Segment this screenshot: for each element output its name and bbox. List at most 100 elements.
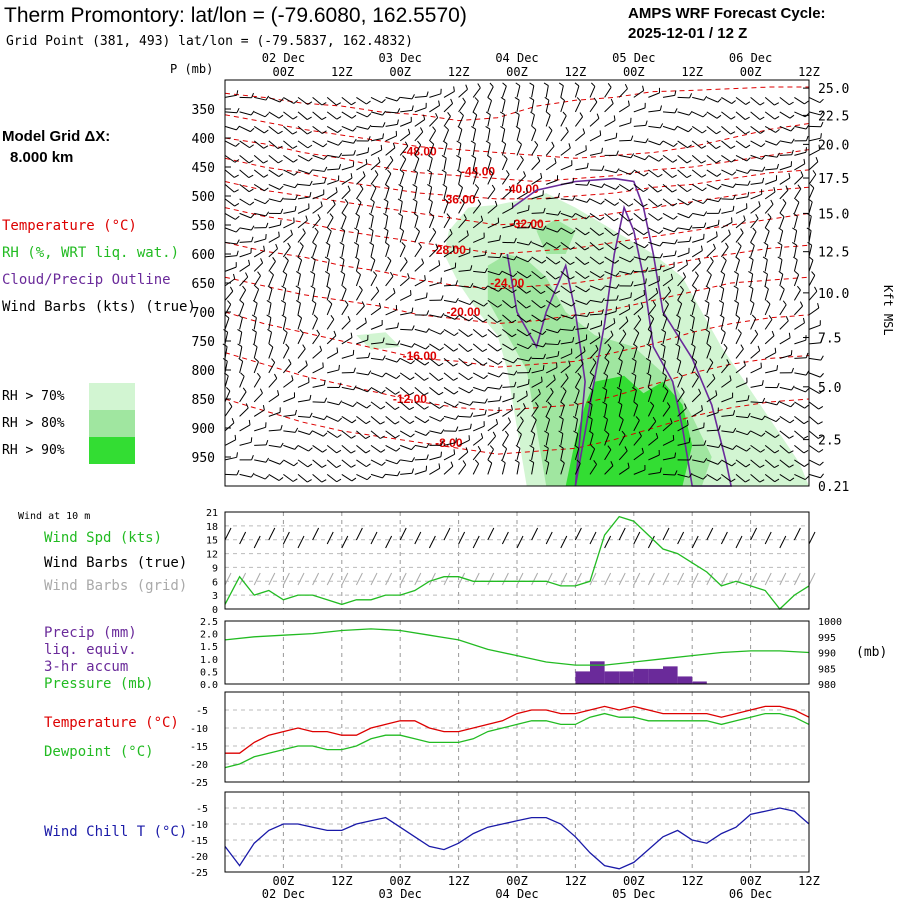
wind-barb bbox=[662, 254, 675, 258]
wind-barb-flag bbox=[441, 155, 447, 159]
wind-barb-flag bbox=[263, 174, 269, 178]
wind-barb bbox=[429, 93, 441, 98]
wind-barb-flag bbox=[306, 116, 312, 120]
wind-barb-flag bbox=[520, 155, 524, 161]
wind-barb bbox=[443, 343, 454, 352]
wind-barb bbox=[385, 372, 397, 380]
wind-barb bbox=[604, 390, 608, 402]
wind-barb bbox=[239, 264, 250, 272]
wind-barb bbox=[370, 357, 383, 361]
wind-barb bbox=[531, 448, 535, 460]
wind-barb-flag bbox=[327, 300, 333, 305]
wind-barb bbox=[370, 201, 375, 214]
wind-barb bbox=[691, 250, 703, 258]
wind-barb bbox=[326, 97, 337, 106]
wind-barb bbox=[721, 96, 732, 105]
wind-barb bbox=[560, 198, 573, 201]
wind-barb bbox=[516, 383, 529, 388]
bottom-time-tick-label: 00Z bbox=[389, 874, 411, 888]
wind-barb bbox=[297, 415, 311, 418]
surface-wind-barb bbox=[808, 531, 816, 545]
wind-barb-flag bbox=[586, 198, 591, 203]
wind-barb bbox=[501, 434, 509, 446]
wind-barb-flag bbox=[238, 357, 243, 362]
wind-barb-flag bbox=[540, 275, 546, 280]
wind-barb-flag bbox=[607, 445, 612, 450]
wind-barb-flag bbox=[305, 215, 308, 221]
surface-wind-barb bbox=[574, 527, 582, 541]
wind-barb-flag bbox=[455, 297, 459, 303]
wind-barb-flag bbox=[495, 418, 499, 425]
wind-barb-flag bbox=[297, 256, 302, 261]
wind-barb bbox=[297, 348, 306, 359]
wind-barb-flag bbox=[278, 114, 284, 119]
grid-wind-barb bbox=[326, 572, 334, 586]
wind-barb bbox=[385, 160, 394, 171]
grid-wind-barb bbox=[501, 572, 509, 586]
wind-barb-flag bbox=[369, 241, 374, 246]
wind-barb bbox=[706, 140, 717, 149]
wind-barb-flag bbox=[657, 189, 663, 193]
wind-barb bbox=[443, 328, 455, 337]
wind-barb bbox=[560, 256, 571, 265]
wind-barb-flag bbox=[720, 270, 725, 275]
wind-barb bbox=[735, 154, 747, 162]
wind-barb-flag bbox=[730, 131, 736, 135]
wind-barb-flag bbox=[294, 194, 298, 200]
wind-barb-flag bbox=[788, 332, 791, 338]
wind-barb bbox=[735, 382, 748, 388]
wind-barb-flag bbox=[804, 404, 809, 409]
surface-wind-barb bbox=[239, 531, 247, 545]
wind-barb-flag bbox=[669, 418, 673, 424]
precip-bar bbox=[633, 668, 649, 684]
wind-barb-flag bbox=[686, 160, 692, 164]
wind-barb-flag bbox=[507, 417, 511, 423]
wind-barb-flag bbox=[498, 270, 503, 276]
wind-barb bbox=[268, 274, 274, 287]
wind-barb bbox=[750, 97, 761, 106]
wind-barb bbox=[224, 456, 237, 461]
wind-barb-flag bbox=[557, 192, 560, 198]
wind-barb bbox=[253, 198, 266, 205]
wind-barb bbox=[618, 375, 622, 388]
surface-wind-barb bbox=[516, 535, 524, 549]
wind-barb bbox=[793, 216, 798, 229]
wind-barb bbox=[312, 182, 325, 185]
wind-barb bbox=[779, 459, 790, 468]
wind-barb-flag bbox=[251, 92, 254, 98]
wind-barb-flag bbox=[240, 372, 245, 377]
wind-barb-flag bbox=[468, 389, 474, 394]
wind-barb bbox=[545, 405, 552, 417]
wind-barb-flag bbox=[630, 153, 635, 158]
wind-barb bbox=[370, 174, 379, 185]
wind-barb-flag bbox=[423, 392, 429, 396]
wind-barb bbox=[239, 317, 243, 330]
wind-barb bbox=[793, 202, 800, 214]
wind-barb-flag bbox=[440, 429, 445, 434]
wind-barb bbox=[399, 187, 404, 200]
wind-barb-flag bbox=[698, 388, 702, 394]
wind-barb bbox=[764, 303, 771, 316]
wind-barb bbox=[560, 241, 571, 250]
wind-barb-flag bbox=[294, 427, 299, 433]
wind-barb bbox=[341, 97, 352, 106]
surface-wind-barb bbox=[633, 531, 641, 545]
wind-barb-flag bbox=[555, 261, 561, 265]
wind-barb-flag bbox=[254, 285, 259, 290]
wind-barb bbox=[604, 137, 617, 142]
wind-speed-tick-label: 15 bbox=[206, 536, 218, 547]
wind-barb-flag bbox=[280, 197, 284, 203]
wind-barb bbox=[487, 256, 500, 259]
wind-barb-flag bbox=[324, 166, 328, 172]
top-day-label: 04 Dec bbox=[495, 51, 538, 65]
wind-barb-flag bbox=[413, 169, 418, 174]
wind-barb bbox=[502, 224, 515, 229]
wind-speed-tick-label: 12 bbox=[206, 550, 218, 561]
wind-barb-flag bbox=[294, 206, 297, 212]
wind-barb-flag bbox=[474, 459, 479, 465]
wind-barb bbox=[268, 429, 281, 432]
wind-barb-flag bbox=[776, 382, 780, 388]
wind-barb bbox=[779, 415, 791, 424]
wind-barb bbox=[808, 372, 821, 378]
